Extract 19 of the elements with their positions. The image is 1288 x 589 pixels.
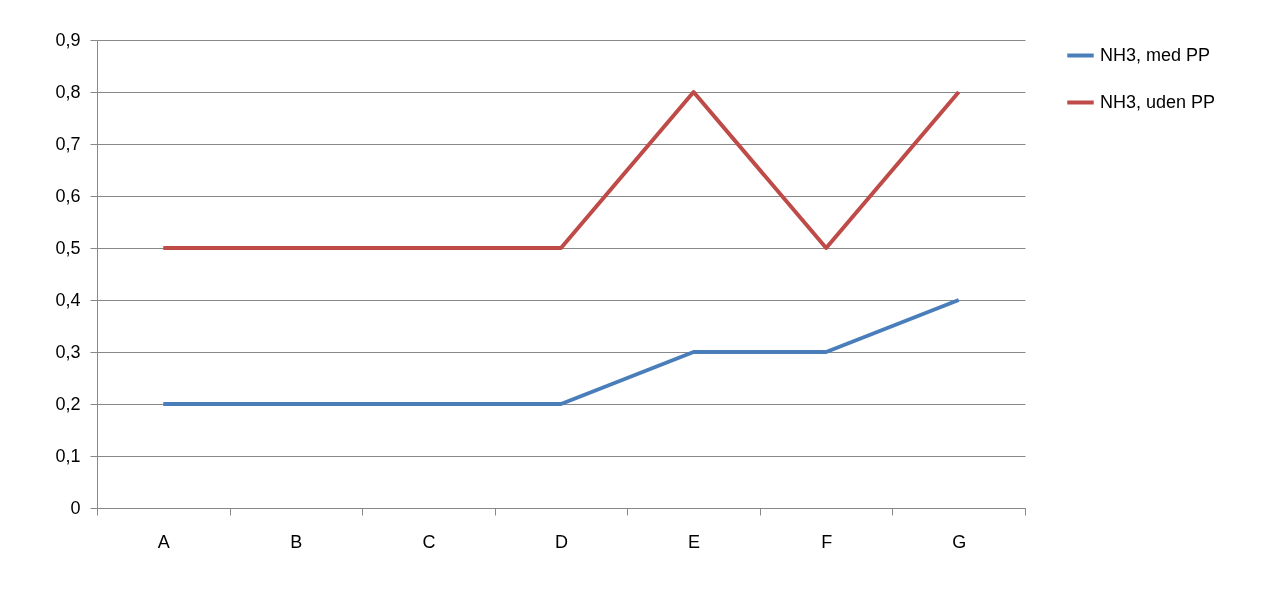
- y-tick-label: 0: [70, 497, 81, 518]
- legend-label: NH3, uden PP: [1100, 91, 1216, 112]
- y-tick-label: 0,5: [55, 237, 81, 258]
- x-tick-label: D: [555, 531, 568, 552]
- y-tick-label: 0,4: [55, 289, 81, 310]
- y-tick-label: 0,8: [55, 81, 81, 102]
- x-tick-label: F: [821, 531, 833, 552]
- x-tick-label: C: [422, 531, 436, 552]
- x-tick-label: E: [688, 531, 701, 552]
- x-tick-label: A: [157, 531, 170, 552]
- y-tick-label: 0,3: [55, 341, 81, 362]
- y-tick-label: 0,1: [55, 445, 81, 466]
- y-tick-label: 0,7: [55, 133, 81, 154]
- y-tick-label: 0,9: [55, 29, 81, 50]
- x-tick-label: B: [290, 531, 303, 552]
- legend-label: NH3, med PP: [1100, 44, 1211, 65]
- y-tick-label: 0,2: [55, 393, 81, 414]
- x-tick-label: G: [952, 531, 967, 552]
- y-tick-label: 0,6: [55, 185, 81, 206]
